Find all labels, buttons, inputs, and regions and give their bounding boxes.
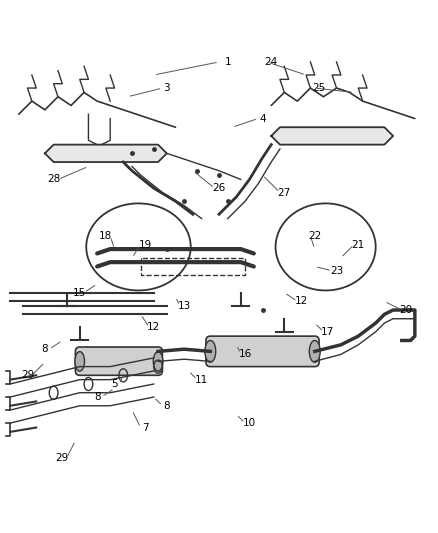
Text: 22: 22: [308, 231, 321, 241]
Text: 3: 3: [163, 83, 170, 93]
FancyBboxPatch shape: [206, 336, 319, 367]
Text: 12: 12: [147, 322, 160, 333]
Text: 25: 25: [312, 83, 326, 93]
Ellipse shape: [75, 352, 85, 371]
Text: 12: 12: [295, 296, 308, 306]
Text: 19: 19: [138, 240, 152, 250]
FancyBboxPatch shape: [75, 347, 162, 375]
Text: 26: 26: [212, 183, 226, 193]
Text: 28: 28: [47, 174, 60, 184]
Text: 27: 27: [278, 188, 291, 198]
Text: 5: 5: [111, 379, 118, 389]
Text: 15: 15: [73, 288, 86, 297]
Ellipse shape: [205, 341, 216, 362]
Text: 8: 8: [163, 401, 170, 411]
Text: 1: 1: [224, 57, 231, 67]
Text: 29: 29: [21, 370, 34, 381]
Ellipse shape: [153, 352, 163, 371]
Polygon shape: [271, 127, 393, 144]
Text: 4: 4: [259, 114, 266, 124]
Text: 11: 11: [195, 375, 208, 385]
Text: 18: 18: [99, 231, 113, 241]
Text: 13: 13: [177, 301, 191, 311]
Text: 21: 21: [352, 240, 365, 250]
Text: 20: 20: [399, 305, 413, 315]
Text: 24: 24: [265, 57, 278, 67]
Text: 10: 10: [243, 418, 256, 428]
Text: 8: 8: [42, 344, 48, 354]
Text: 16: 16: [238, 349, 252, 359]
Text: 7: 7: [142, 423, 148, 433]
Text: 23: 23: [330, 266, 343, 276]
Ellipse shape: [309, 341, 320, 362]
Polygon shape: [45, 144, 167, 162]
Text: 8: 8: [94, 392, 100, 402]
Text: 17: 17: [321, 327, 335, 337]
Text: 29: 29: [56, 453, 69, 463]
